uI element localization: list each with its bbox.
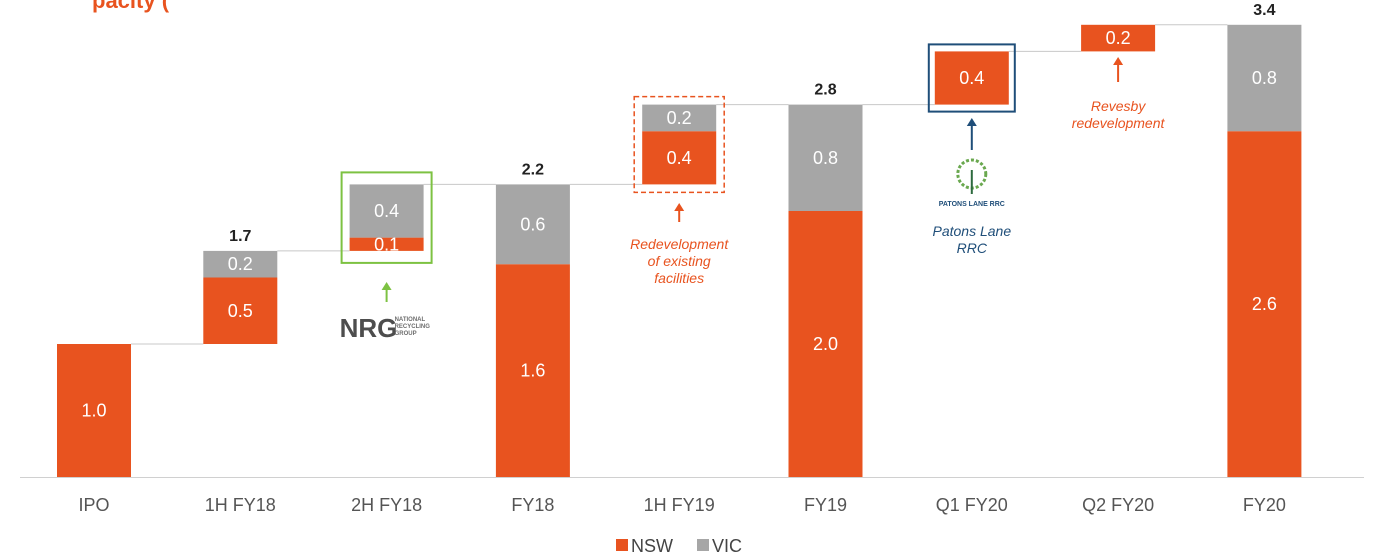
x-tick-label: IPO bbox=[78, 495, 109, 515]
data-label-nsw: 0.4 bbox=[959, 68, 984, 88]
total-label: 3.4 bbox=[1253, 2, 1275, 19]
patons-note: Patons Lane bbox=[932, 223, 1011, 239]
revesby-note: Revesby bbox=[1091, 98, 1146, 114]
bar-nsw bbox=[642, 131, 717, 185]
bar-nsw bbox=[57, 344, 131, 477]
x-tick-label: FY18 bbox=[511, 495, 554, 515]
patons-note: RRC bbox=[957, 240, 988, 256]
x-tick-label: 1H FY18 bbox=[205, 495, 276, 515]
redev-note: of existing bbox=[648, 253, 711, 269]
data-label-vic: 0.8 bbox=[1252, 68, 1277, 88]
bar-nsw bbox=[788, 211, 863, 477]
data-label-nsw: 0.5 bbox=[228, 301, 253, 321]
nrg-logo: NRG bbox=[340, 313, 398, 343]
redev-note: Redevelopment bbox=[630, 236, 729, 252]
bar-nsw bbox=[1227, 131, 1302, 477]
revesby-arrow-head bbox=[1113, 57, 1124, 65]
patons-logo: PATONS LANE RRC bbox=[939, 201, 1005, 208]
redev-note: facilities bbox=[654, 270, 704, 286]
nrg-logo-subtext: GROUP bbox=[395, 331, 417, 337]
data-label-nsw: 2.0 bbox=[813, 334, 838, 354]
total-label: 2.2 bbox=[522, 161, 544, 178]
legend-label-nsw: NSW bbox=[631, 536, 673, 556]
redev-arrow-head bbox=[674, 203, 685, 211]
bar-nsw bbox=[349, 237, 424, 251]
nrg-logo-subtext: NATIONAL bbox=[395, 317, 426, 323]
x-tick-label: 2H FY18 bbox=[351, 495, 422, 515]
nrg-logo-subtext: RECYCLING bbox=[395, 324, 431, 330]
bar-vic bbox=[788, 104, 863, 211]
bar-nsw bbox=[203, 277, 278, 344]
data-label-vic: 0.2 bbox=[228, 254, 253, 274]
nrg-arrow-head bbox=[381, 282, 392, 290]
data-label-nsw: 1.6 bbox=[520, 361, 545, 381]
nrg-highlight-box bbox=[340, 171, 433, 264]
x-tick-label: Q2 FY20 bbox=[1082, 495, 1154, 515]
data-label-vic: 0.8 bbox=[813, 148, 838, 168]
data-label-vic: 0.4 bbox=[374, 201, 399, 221]
legend-swatch-vic bbox=[697, 539, 709, 551]
revesby-note: redevelopment bbox=[1072, 115, 1166, 131]
data-label-vic: 0.2 bbox=[667, 108, 692, 128]
patons-arrow-head bbox=[966, 118, 977, 126]
data-label-nsw: 0.2 bbox=[1106, 28, 1131, 48]
bar-vic bbox=[642, 104, 717, 132]
total-label: 1.7 bbox=[229, 228, 251, 245]
bar-nsw bbox=[1081, 24, 1156, 52]
data-label-nsw: 1.0 bbox=[81, 401, 106, 421]
legend-swatch-nsw bbox=[616, 539, 628, 551]
data-label-nsw: 0.1 bbox=[374, 234, 399, 254]
bar-nsw bbox=[934, 51, 1009, 105]
x-tick-label: 1H FY19 bbox=[644, 495, 715, 515]
bar-vic bbox=[203, 250, 278, 278]
x-tick-label: Q1 FY20 bbox=[936, 495, 1008, 515]
bar-vic bbox=[349, 184, 424, 238]
bar-nsw bbox=[495, 264, 570, 477]
bar-vic bbox=[495, 184, 570, 265]
data-label-nsw: 2.6 bbox=[1252, 294, 1277, 314]
x-tick-label: FY19 bbox=[804, 495, 847, 515]
patons-highlight-box bbox=[927, 43, 1016, 113]
x-tick-label: FY20 bbox=[1243, 495, 1286, 515]
bar-vic bbox=[1227, 24, 1302, 132]
redev-highlight-box bbox=[633, 95, 725, 194]
total-label: 2.8 bbox=[814, 82, 836, 99]
data-label-vic: 0.6 bbox=[520, 214, 545, 234]
chart-title: pacity ( bbox=[92, 0, 170, 13]
legend-label-vic: VIC bbox=[712, 536, 742, 556]
data-label-nsw: 0.4 bbox=[667, 148, 692, 168]
